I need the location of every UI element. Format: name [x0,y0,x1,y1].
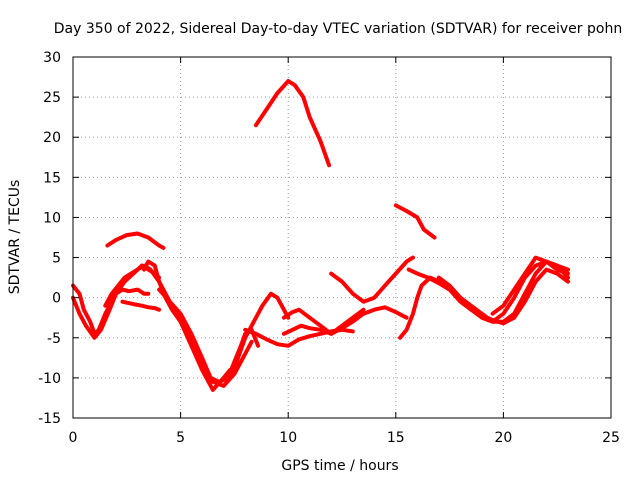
grid-layer [73,57,611,418]
x-tick-label: 20 [494,430,512,446]
series-arc-18 [490,255,570,316]
series-arc-14 [393,203,437,240]
series-arc-15 [398,259,570,340]
y-axis-label: SDTVAR / TECUs [7,180,23,295]
y-tick-label: 5 [52,251,61,267]
y-tick-label: 0 [52,291,61,307]
y-tick-label: -15 [38,411,61,427]
x-tick-label: 0 [69,430,78,446]
tick-layer [72,56,612,419]
y-tick-labels: -15 -10 -5 0 5 10 15 20 25 30 [38,50,61,427]
y-tick-label: 15 [43,170,61,186]
y-tick-label: 10 [43,210,61,226]
series-layer [71,79,570,392]
x-tick-label: 10 [279,430,297,446]
series-arc-6 [142,259,233,392]
x-tick-label: 15 [387,430,405,446]
y-tick-label: -10 [38,371,61,387]
series-arc-13 [329,255,415,304]
series-arc-3 [105,231,166,250]
x-axis-label: GPS time / hours [281,458,398,474]
y-tick-label: 20 [43,130,61,146]
series-arc-7 [157,287,291,384]
series-arc-5 [103,263,254,388]
chart-title: Day 350 of 2022, Sidereal Day-to-day VTE… [54,21,622,37]
x-tick-labels: 0 5 10 15 20 25 [69,430,620,446]
x-tick-label: 5 [176,430,185,446]
y-tick-label: -5 [47,331,61,347]
series-arc-2 [71,263,162,340]
x-tick-label: 25 [602,430,620,446]
plot-frame [72,56,612,419]
series-arc-10 [253,79,332,168]
series-arc-12 [281,305,409,336]
series-arc-11 [281,307,366,336]
y-tick-label: 25 [43,90,61,106]
series-arc-4 [120,299,162,312]
y-tick-label: 30 [43,50,61,66]
